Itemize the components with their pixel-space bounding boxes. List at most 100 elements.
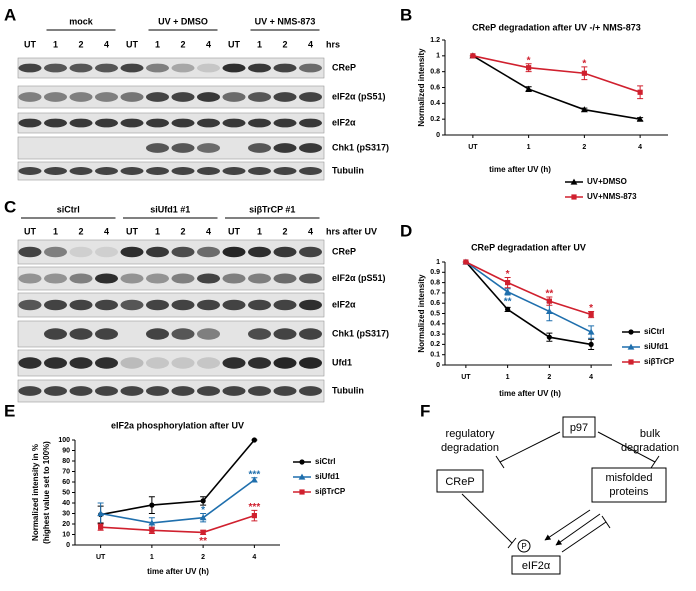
y-tick-label: 0.7 bbox=[430, 290, 440, 297]
data-point bbox=[200, 529, 206, 535]
data-point bbox=[149, 502, 155, 508]
data-point bbox=[588, 341, 594, 347]
lane-label: 1 bbox=[53, 226, 58, 236]
blot-band bbox=[120, 386, 144, 396]
legend-label: siCtrl bbox=[644, 327, 664, 336]
y-tick-label: 0.4 bbox=[430, 100, 440, 107]
y-tick-label: 0.6 bbox=[430, 84, 440, 91]
blot-band bbox=[171, 328, 195, 340]
y-tick-label: 80 bbox=[62, 458, 70, 465]
y-tick-label: 1.2 bbox=[430, 37, 440, 44]
blot-band bbox=[120, 92, 144, 102]
legend-marker bbox=[628, 329, 634, 335]
y-axis-label: (highest value set to 100%) bbox=[42, 441, 51, 544]
y-tick-label: 70 bbox=[62, 468, 70, 475]
data-point bbox=[199, 514, 207, 521]
x-tick-label: UT bbox=[468, 144, 478, 151]
row-label: CReP bbox=[332, 246, 356, 256]
blot-band bbox=[222, 118, 246, 128]
y-tick-label: 0.2 bbox=[430, 116, 440, 123]
blot-strip bbox=[17, 379, 325, 403]
lane-label: UT bbox=[126, 39, 138, 49]
phospho-label: P bbox=[521, 542, 526, 551]
y-tick-label: 0.4 bbox=[430, 321, 440, 328]
y-tick-label: 0.8 bbox=[430, 69, 440, 76]
x-tick-label: 1 bbox=[150, 554, 154, 561]
blot-band bbox=[120, 299, 144, 311]
blot-band bbox=[273, 167, 297, 175]
blot-band bbox=[146, 118, 169, 128]
blot-band bbox=[248, 167, 271, 175]
lane-label: 1 bbox=[155, 226, 160, 236]
blot-band bbox=[299, 246, 322, 258]
y-tick-label: 1 bbox=[436, 259, 440, 266]
blot-band bbox=[171, 118, 195, 128]
blot-band bbox=[299, 299, 322, 311]
blot-band bbox=[299, 118, 322, 128]
lane-label: UT bbox=[24, 226, 36, 236]
crep-box bbox=[436, 469, 484, 493]
blot-band bbox=[18, 357, 42, 369]
blot-band bbox=[197, 92, 220, 102]
blot-band bbox=[273, 273, 297, 284]
blot-band bbox=[146, 167, 169, 175]
blot-band bbox=[44, 92, 67, 102]
blot-band bbox=[197, 246, 220, 258]
data-point bbox=[504, 288, 512, 295]
blot-band bbox=[146, 299, 169, 311]
lane-label: UT bbox=[24, 39, 36, 49]
blot-band bbox=[222, 92, 246, 102]
inhibit-line bbox=[499, 431, 561, 463]
row-label: eIF2α (pS51) bbox=[332, 273, 386, 283]
blot-band bbox=[197, 386, 220, 396]
blot-band bbox=[44, 299, 67, 311]
data-point bbox=[251, 513, 257, 519]
blot-band bbox=[69, 273, 93, 284]
blot-band bbox=[146, 92, 169, 102]
y-tick-label: 10 bbox=[62, 531, 70, 538]
series-line bbox=[472, 55, 641, 94]
y-tick-label: 0.6 bbox=[430, 300, 440, 307]
blot-band bbox=[273, 357, 297, 369]
blot-band bbox=[69, 386, 93, 396]
y-tick-label: 0.2 bbox=[430, 341, 440, 348]
legend-label: siUfd1 bbox=[644, 342, 669, 351]
group-label: siβTrCP #1 bbox=[249, 204, 295, 214]
group-label: siUfd1 #1 bbox=[150, 204, 190, 214]
x-tick-label: 4 bbox=[638, 144, 642, 151]
blot-band bbox=[197, 357, 220, 369]
y-tick-label: 0.3 bbox=[430, 331, 440, 338]
blot-band bbox=[69, 92, 93, 102]
node-label: misfolded bbox=[605, 472, 652, 484]
panel-letter: A bbox=[4, 5, 16, 24]
annotation: * bbox=[201, 505, 205, 516]
lane-label: 2 bbox=[282, 39, 287, 49]
annotation: ** bbox=[504, 297, 512, 308]
blot-band bbox=[69, 246, 93, 258]
lane-label: 2 bbox=[180, 39, 185, 49]
blot-band bbox=[95, 386, 118, 396]
blot-band bbox=[95, 357, 118, 369]
series-line bbox=[100, 514, 255, 534]
blot-band bbox=[299, 273, 322, 284]
row-label: Tubulin bbox=[332, 385, 364, 395]
data-point bbox=[98, 524, 104, 530]
blot-band bbox=[146, 273, 169, 284]
arrow bbox=[555, 513, 601, 546]
blot-band bbox=[69, 118, 93, 128]
legend-marker bbox=[571, 194, 577, 200]
blot-band bbox=[222, 273, 246, 284]
blot-strip bbox=[17, 85, 325, 109]
misfolded-box bbox=[591, 467, 667, 503]
blot-band bbox=[273, 299, 297, 311]
chart-title: eIF2a phosphorylation after UV bbox=[111, 420, 244, 430]
blot-band bbox=[273, 118, 297, 128]
blot-band bbox=[120, 167, 144, 175]
panel-letter: C bbox=[4, 197, 16, 216]
lane-label: 4 bbox=[206, 39, 211, 49]
series-line bbox=[472, 55, 641, 120]
blot-band bbox=[197, 143, 220, 153]
series-line bbox=[465, 261, 592, 316]
lane-label: 4 bbox=[104, 39, 109, 49]
p97-box bbox=[562, 416, 596, 438]
